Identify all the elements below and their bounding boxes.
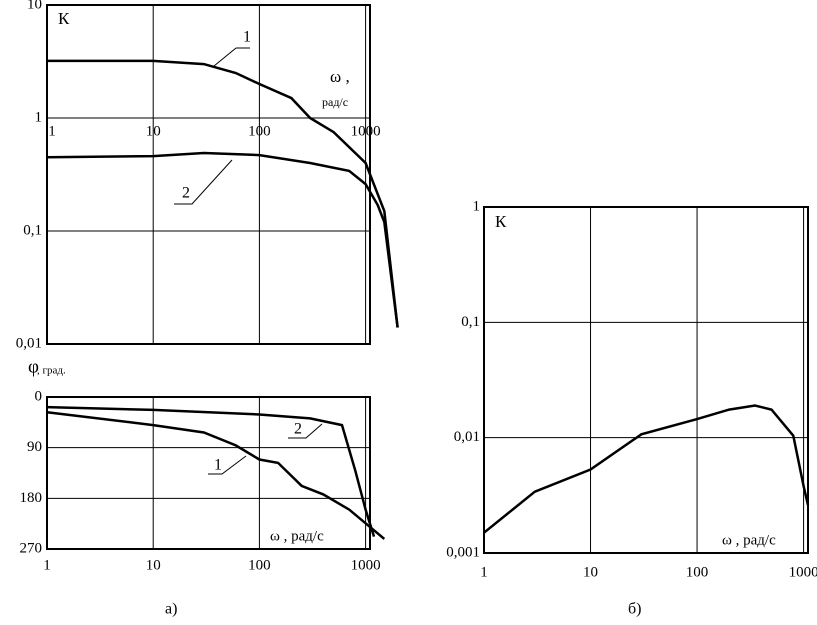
x-tick-label: 100 [248, 557, 271, 573]
y-tick-label: 90 [27, 439, 42, 455]
leader-line [288, 423, 323, 439]
series-label: 1 [214, 457, 222, 474]
y-tick-label: 180 [20, 490, 43, 506]
x-tick-label: 1 [43, 557, 51, 573]
x-label: ω , [330, 67, 350, 86]
leader-line [174, 159, 233, 205]
series-label: 1 [243, 29, 251, 46]
series-line [46, 410, 386, 540]
y-tick-label: 10 [27, 0, 42, 12]
y-tick-label: 270 [20, 540, 43, 556]
caption: б) [628, 601, 641, 618]
series-line [46, 151, 399, 328]
series-line [483, 404, 810, 534]
series-label: 2 [182, 185, 190, 202]
plot-frame [46, 396, 371, 550]
x-tick-label: 1 [48, 123, 56, 139]
y-unit: , град. [37, 365, 66, 377]
y-tick-label: 0,001 [446, 544, 480, 560]
y-tick-label: 0 [35, 388, 43, 404]
y-tick-label: 0,01 [16, 335, 42, 351]
series-line [46, 405, 376, 537]
series-line [47, 59, 399, 328]
leader-line [213, 47, 250, 67]
plot-frame [46, 4, 371, 345]
x-tick-label: 1000 [351, 557, 381, 573]
y-tick-label: 1 [473, 198, 481, 214]
y-tick-label: 1 [35, 109, 43, 125]
y-tick-label: 0,1 [23, 222, 42, 238]
y-label: φ [28, 356, 39, 377]
x-label: ω , рад/с [270, 528, 324, 544]
x-tick-label: 10 [146, 557, 161, 573]
caption: а) [165, 601, 177, 618]
x-tick-label: 100 [686, 564, 709, 580]
y-label: К [495, 212, 507, 231]
x-tick-label: 1000 [351, 123, 381, 139]
y-label: К [58, 9, 70, 28]
x-tick-label: 1000 [789, 564, 817, 580]
x-tick-label: 10 [583, 564, 598, 580]
leader-line [208, 455, 247, 475]
y-tick-label: 0,01 [454, 429, 480, 445]
x-unit: рад/с [322, 95, 348, 109]
x-tick-label: 10 [146, 123, 161, 139]
x-tick-label: 100 [248, 123, 271, 139]
x-tick-label: 1 [480, 564, 488, 580]
y-tick-label: 0,1 [461, 314, 480, 330]
plot-frame [483, 206, 809, 554]
x-label: ω , рад/с [722, 532, 776, 548]
series-label: 2 [294, 421, 302, 438]
